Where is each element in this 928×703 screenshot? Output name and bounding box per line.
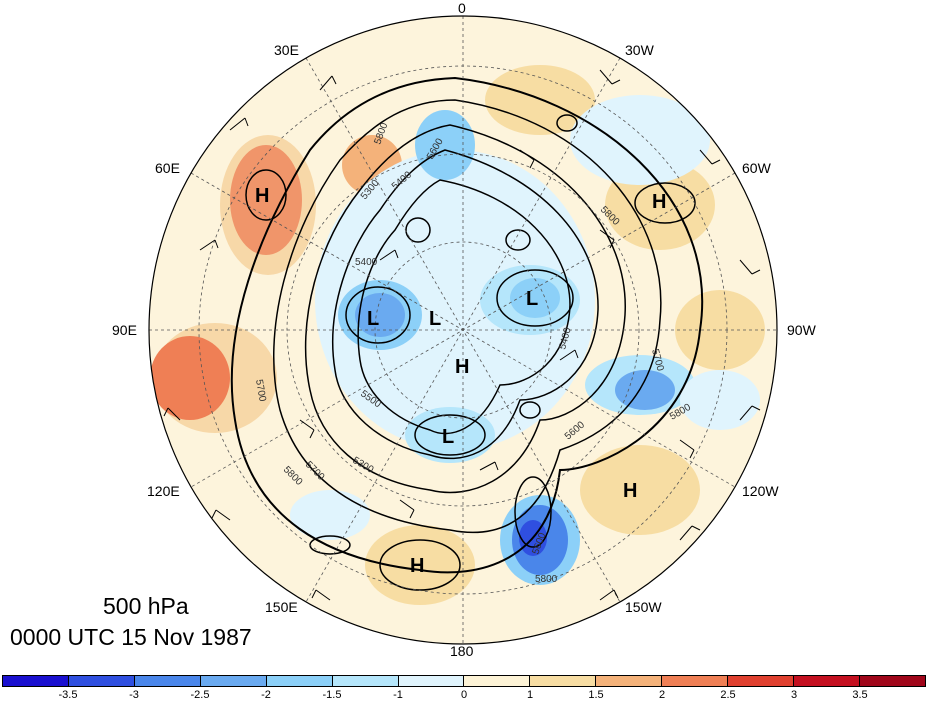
warm-anomaly-bottom <box>365 525 475 605</box>
lon-label-0: 0 <box>458 0 466 16</box>
cool-anomaly-low-2-core <box>510 278 560 318</box>
colorbar-tick-label: 0 <box>460 689 468 701</box>
cool-anomaly-top <box>415 110 475 180</box>
warm-anomaly-se <box>580 445 700 535</box>
lon-label-60e: 60E <box>155 160 180 176</box>
lon-label-30e: 30E <box>274 42 299 58</box>
colorbar-tick-label: -2 <box>261 689 271 701</box>
cool-anomaly-sw <box>290 490 370 540</box>
lon-label-120e: 120E <box>147 483 180 499</box>
contour-label: 5800 <box>535 574 558 585</box>
colorbar-tick-label: -3 <box>129 689 139 701</box>
colorbar-segment <box>794 676 860 686</box>
colorbar-tick-label: 2.5 <box>720 689 736 701</box>
lon-label-120w: 120W <box>742 483 779 499</box>
graticule <box>149 16 777 644</box>
cool-anomaly-east-core <box>615 370 675 410</box>
cool-anomaly-ne <box>570 95 710 185</box>
cool-anomaly-e2 <box>680 370 760 430</box>
colorbar-segment <box>134 676 201 686</box>
lon-label-90w: 90W <box>787 322 816 338</box>
valid-time-title: 0000 UTC 15 Nov 1987 <box>10 624 252 650</box>
colorbar-tick-label: 3.5 <box>852 689 868 701</box>
colorbar-segment <box>859 676 926 686</box>
high-center-marker: H <box>255 185 269 207</box>
colorbar-tick-label: 2 <box>658 689 666 701</box>
colorbar-segment <box>596 676 663 686</box>
high-center-marker: H <box>652 191 666 213</box>
anomaly-shading <box>150 65 765 605</box>
lon-label-150e: 150E <box>265 599 298 615</box>
high-center-marker: H <box>410 555 424 577</box>
wind-barbs <box>163 69 761 601</box>
lon-label-90e: 90E <box>112 322 137 338</box>
colorbar-segment <box>662 676 729 686</box>
colorbar-tick-labels: -3.5 -3 -2.5 -2 -1.5 -1 0 1 1.5 2 2.5 3 3.5 <box>0 689 928 703</box>
colorbar-segment <box>530 676 597 686</box>
low-center-marker: L <box>442 426 454 448</box>
colorbar-tick-label: -1.5 <box>322 689 342 701</box>
anomaly-colorbar <box>2 675 926 687</box>
high-center-marker: H <box>455 356 469 378</box>
colorbar-segment <box>398 676 465 686</box>
colorbar-tick-label: -1 <box>393 689 403 701</box>
lon-label-60w: 60W <box>742 160 771 176</box>
colorbar-segment <box>332 676 399 686</box>
high-center-marker: H <box>623 480 637 502</box>
warm-anomaly-west-core <box>230 145 302 255</box>
colorbar-tick-label: 1 <box>526 689 534 701</box>
low-center-marker: L <box>429 308 441 330</box>
colorbar-tick-label: -2.5 <box>190 689 210 701</box>
colorbar-tick-label: 3 <box>790 689 798 701</box>
colorbar-segment <box>464 676 531 686</box>
contour-label: 5400 <box>355 257 378 268</box>
map-border <box>148 15 778 645</box>
low-center-marker: L <box>367 308 379 330</box>
cool-anomaly-low-1-core <box>355 293 405 337</box>
colorbar-segment <box>68 676 135 686</box>
colorbar-segment <box>266 676 333 686</box>
lon-label-150w: 150W <box>625 599 662 615</box>
lon-label-180: 180 <box>450 643 474 659</box>
lon-label-30w: 30W <box>625 42 654 58</box>
colorbar-segment <box>3 676 69 686</box>
colorbar-segment <box>200 676 267 686</box>
low-center-marker: L <box>526 288 538 310</box>
colorbar-segment <box>728 676 795 686</box>
warm-anomaly-sw-core <box>150 336 230 420</box>
pressure-centers: H H L L L H L H H <box>255 185 666 577</box>
colorbar-tick-label: -3.5 <box>58 689 78 701</box>
pressure-level-title: 500 hPa <box>103 593 189 619</box>
contour-label: 5700 <box>253 379 268 403</box>
cool-anomaly-low-3 <box>405 407 495 463</box>
colorbar-tick-label: 1.5 <box>588 689 604 701</box>
height-contours <box>230 76 704 591</box>
